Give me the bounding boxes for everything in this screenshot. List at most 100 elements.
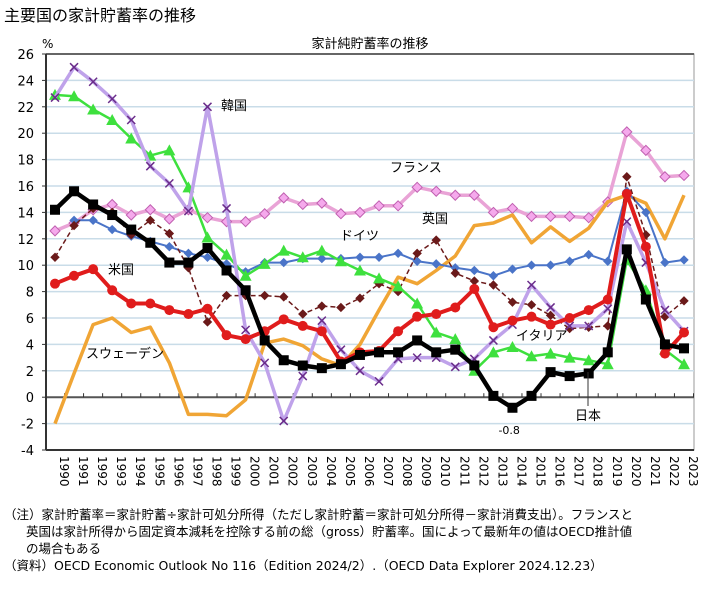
x-tick-label: 2012 — [476, 456, 490, 487]
data-point — [164, 257, 175, 268]
data-point — [678, 358, 690, 370]
data-point — [336, 345, 346, 355]
data-point — [526, 300, 537, 310]
x-tick-label: 2002 — [286, 456, 300, 487]
data-point — [507, 297, 518, 307]
x-tick-label: 2003 — [305, 456, 319, 487]
data-point — [317, 316, 327, 326]
data-point — [279, 257, 289, 268]
data-point — [69, 220, 79, 231]
data-point — [659, 348, 670, 359]
x-tick-label: 2022 — [667, 456, 681, 487]
data-point — [450, 344, 461, 355]
x-tick-label: 2011 — [457, 456, 471, 487]
x-tick-label: 2006 — [362, 456, 376, 487]
data-point — [374, 347, 385, 358]
data-point — [164, 305, 175, 316]
data-point — [488, 280, 499, 290]
data-point — [107, 210, 118, 221]
series-label: 韓国 — [221, 99, 247, 114]
data-point — [430, 185, 442, 197]
y-tick-label: 20 — [17, 127, 34, 142]
data-point — [602, 294, 613, 305]
data-point — [584, 321, 594, 331]
plot-area — [45, 53, 695, 451]
data-point — [431, 309, 442, 320]
data-point — [145, 237, 156, 248]
series-label: フランス — [390, 161, 442, 176]
data-point — [582, 354, 595, 366]
data-point — [469, 265, 480, 276]
y-tick-label: 6 — [26, 312, 34, 327]
data-point — [412, 311, 423, 322]
data-point — [603, 304, 613, 314]
data-point — [603, 321, 613, 331]
data-point — [221, 290, 232, 301]
data-point — [316, 326, 327, 337]
data-point — [125, 132, 138, 144]
data-point — [392, 280, 405, 292]
y-tick-label: 26 — [17, 48, 34, 63]
data-point — [259, 335, 270, 346]
data-point — [126, 115, 136, 125]
data-point — [296, 251, 309, 263]
series-label: 日本 — [575, 409, 601, 424]
data-point — [563, 210, 576, 223]
y-tick-label: 24 — [17, 74, 34, 89]
data-point — [393, 326, 404, 337]
data-point — [354, 206, 366, 219]
data-point — [545, 310, 556, 321]
data-point — [449, 333, 462, 345]
data-point — [679, 343, 689, 354]
data-point — [145, 161, 155, 171]
data-point — [679, 327, 689, 338]
data-point — [279, 292, 289, 302]
data-point — [621, 126, 633, 138]
data-point — [355, 293, 365, 303]
data-point — [678, 169, 690, 182]
data-point — [106, 114, 119, 125]
data-point — [221, 330, 232, 341]
data-point — [183, 248, 194, 259]
note-line: 英国は家計所得から固定資本減耗を控除する前の総（gross）貯蓄率。国によって最… — [26, 524, 633, 539]
data-point — [163, 213, 176, 225]
data-point — [316, 197, 328, 209]
data-point — [315, 244, 328, 256]
source-line: （資料）OECD Economic Outlook No 116（Edition… — [4, 558, 603, 573]
data-point — [564, 256, 575, 266]
x-tick-label: 1994 — [133, 456, 147, 487]
y-tick-label: 0 — [26, 391, 34, 406]
x-tick-label: 1990 — [57, 456, 71, 487]
x-tick-label: 2017 — [572, 456, 586, 487]
data-point — [68, 90, 81, 102]
data-point — [298, 371, 308, 381]
data-point — [431, 347, 442, 358]
data-point — [393, 248, 403, 259]
data-point — [201, 231, 214, 243]
data-point — [545, 260, 556, 270]
series-line — [53, 189, 685, 411]
note-line: （注）家計貯蓄率＝家計貯蓄÷家計可処分所得（ただし家計貯蓄＝家計可処分所得－家計… — [4, 507, 633, 522]
data-point — [202, 243, 213, 254]
data-point — [392, 200, 404, 212]
y-tick-label: 16 — [17, 180, 34, 195]
series-line — [54, 130, 685, 233]
data-point — [88, 215, 98, 226]
data-point — [335, 359, 346, 370]
data-point — [354, 349, 365, 360]
data-point — [241, 325, 251, 335]
data-point — [507, 264, 518, 274]
data-point — [125, 209, 137, 221]
y-tick-label: -4 — [21, 444, 34, 459]
page-title: 主要国の家計貯蓄率の推移 — [4, 6, 197, 25]
data-point — [602, 347, 613, 358]
data-point — [298, 309, 308, 319]
series-label: 米国 — [108, 263, 134, 278]
data-point — [297, 320, 308, 331]
data-point — [544, 347, 557, 359]
series-line — [53, 193, 686, 425]
series-イタリア — [49, 88, 690, 376]
data-point — [221, 265, 232, 276]
data-point — [469, 283, 480, 294]
x-tick-label: 2009 — [419, 456, 433, 487]
